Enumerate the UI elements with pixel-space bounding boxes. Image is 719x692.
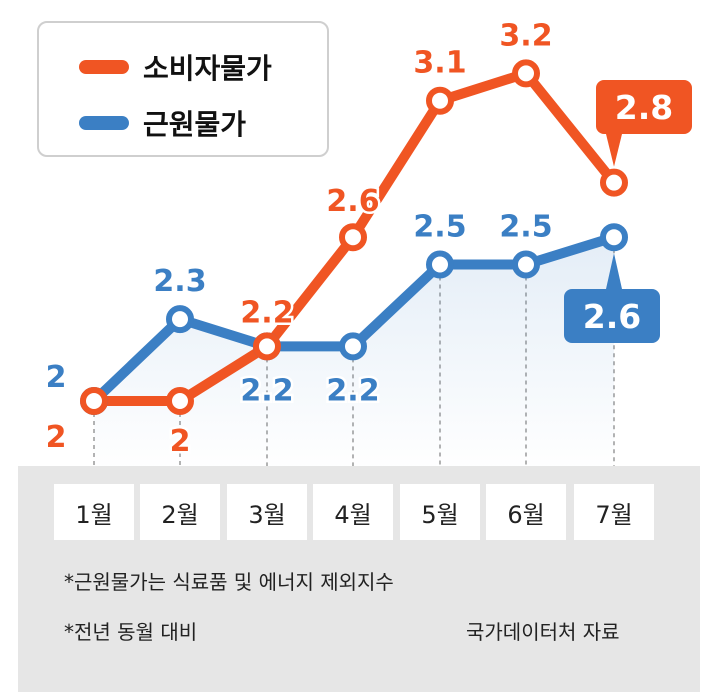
cpi-point <box>166 387 194 415</box>
core-latest-callout-box <box>564 289 660 343</box>
cpi-data-label: 2 <box>170 424 191 459</box>
core-point <box>166 305 194 334</box>
source-credit: 국가데이터처 자료 <box>466 620 620 644</box>
core-data-label: 2.3 <box>153 264 206 299</box>
x-tick-label: 5월 <box>400 484 480 540</box>
cpi-latest-callout-pointer <box>606 134 622 167</box>
cpi-point <box>600 168 628 197</box>
x-tick-label: 3월 <box>227 484 307 540</box>
cpi-point <box>253 332 281 361</box>
cpi-data-label: 2.2 <box>240 295 293 330</box>
core-point <box>426 250 454 279</box>
core-data-label: 2.2 <box>326 373 379 408</box>
core-latest-callout-pointer <box>606 253 622 289</box>
chart-legend: 소비자물가 근원물가 <box>37 21 329 157</box>
x-tick-label: 2월 <box>140 484 220 540</box>
footnote-yoy: *전년 동월 대비 <box>64 620 198 644</box>
cpi-latest-callout-box <box>596 80 692 134</box>
cpi-data-label: 2 <box>46 420 67 455</box>
core-data-label: 2.2 <box>240 373 293 408</box>
legend-swatch-cpi <box>79 60 129 74</box>
legend-label-cpi: 소비자물가 <box>143 52 272 85</box>
x-tick-label: 7월 <box>574 484 654 540</box>
cpi-latest-callout-value: 2.8 <box>615 88 673 127</box>
legend-item-core: 근원물가 <box>79 103 246 143</box>
x-tick-label: 4월 <box>313 484 393 540</box>
legend-item-cpi: 소비자물가 <box>79 47 272 87</box>
core-data-label: 2.5 <box>413 210 466 245</box>
cpi-point <box>426 86 454 115</box>
core-data-label: 2 <box>46 360 67 395</box>
footnote-core-definition: *근원물가는 식료품 및 에너지 제외지수 <box>64 570 394 594</box>
legend-swatch-core <box>79 116 129 130</box>
cpi-data-label: 3.2 <box>499 18 552 53</box>
x-tick-label: 6월 <box>486 484 566 540</box>
core-point <box>600 223 628 252</box>
core-latest-callout-value: 2.6 <box>583 297 641 336</box>
cpi-data-label: 2.6 <box>326 184 379 219</box>
cpi-point <box>512 59 540 88</box>
x-tick-label: 1월 <box>54 484 134 540</box>
cpi-data-label: 3.1 <box>413 46 466 81</box>
core-point <box>339 332 367 361</box>
core-point <box>512 250 540 279</box>
legend-label-core: 근원물가 <box>143 108 247 141</box>
cpi-point <box>339 223 367 252</box>
core-data-label: 2.5 <box>499 210 552 245</box>
cpi-point <box>80 387 108 415</box>
